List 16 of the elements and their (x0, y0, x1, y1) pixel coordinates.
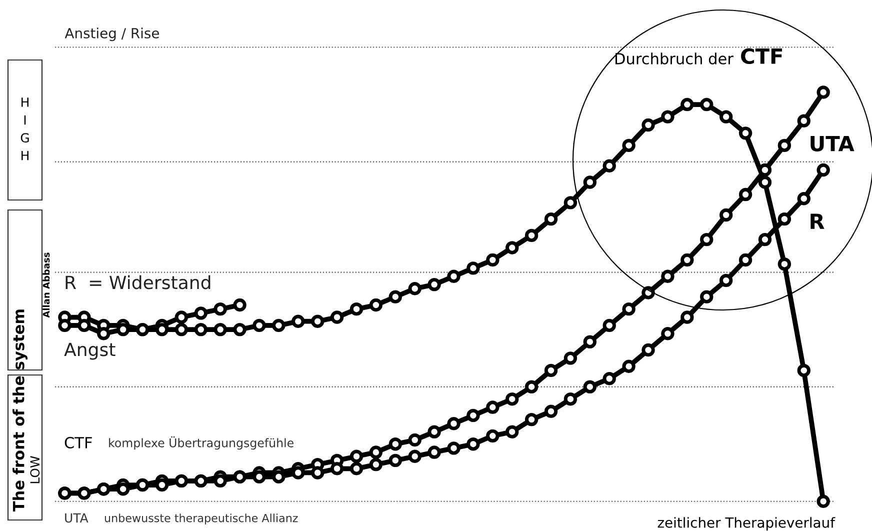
text: Durchbruch der (616, 52, 734, 64)
series-label: UTA (810, 136, 854, 152)
x-axis-title: zeitlicher Therapieverlauf (658, 517, 836, 531)
ref-line-label: Anstieg / Rise (64, 28, 159, 42)
text: The front of the system (12, 310, 28, 512)
annotation: Angst (64, 342, 116, 360)
text: UTA (65, 513, 88, 523)
annotation: CTF (64, 436, 92, 448)
annotation: R = Widerstand (66, 275, 210, 290)
text: unbewusste therapeutische Allianz (104, 514, 298, 524)
text: HIGH (20, 98, 29, 160)
series-label: R (810, 214, 824, 229)
text: Allan Abbass (42, 252, 50, 318)
text: CTF (741, 48, 782, 64)
text: LOW (30, 456, 40, 484)
annotation: komplexe Übertragungsgefühle (109, 436, 294, 450)
